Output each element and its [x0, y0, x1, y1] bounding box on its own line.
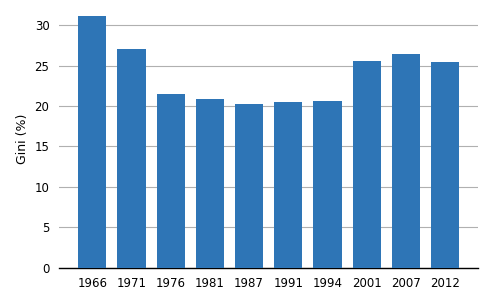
Bar: [157, 94, 185, 268]
Bar: [274, 102, 302, 268]
Bar: [78, 16, 106, 268]
Bar: [196, 99, 224, 268]
Bar: [352, 61, 381, 268]
Bar: [117, 50, 145, 268]
Bar: [235, 104, 263, 268]
Bar: [392, 54, 420, 268]
Bar: [314, 101, 342, 268]
Y-axis label: Gini (%): Gini (%): [16, 113, 29, 164]
Bar: [431, 62, 459, 268]
